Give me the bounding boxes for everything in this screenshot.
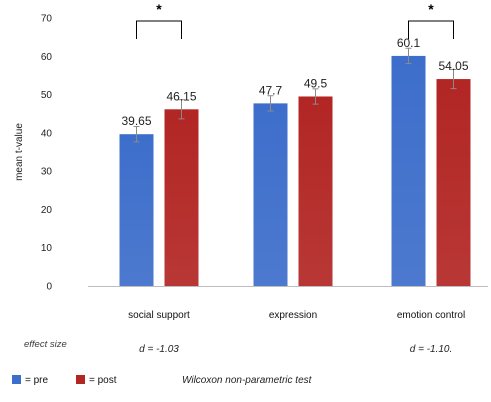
y-tick-label: 40 xyxy=(41,128,53,139)
legend-swatch xyxy=(76,375,85,384)
y-tick-label: 30 xyxy=(41,167,53,178)
data-label: 39.65 xyxy=(121,114,151,128)
data-label: 46.15 xyxy=(166,89,196,103)
y-tick-label: 70 xyxy=(41,14,53,25)
error-bars-group xyxy=(133,47,457,143)
effect-size-title: effect size xyxy=(24,339,67,350)
data-label: 49.5 xyxy=(304,76,328,90)
bar-pre-0 xyxy=(119,134,154,286)
bars-group xyxy=(119,55,471,287)
legend-label: = pre xyxy=(25,375,49,386)
significance-marker: * xyxy=(428,1,434,17)
effect-size-values-group: d = -1.03 d = -1.10. xyxy=(139,344,452,355)
legend-label: = post xyxy=(89,375,117,386)
y-tick-label: 20 xyxy=(41,205,53,216)
significance-group: * * xyxy=(136,1,454,39)
y-tick-label: 10 xyxy=(41,243,53,254)
bar-pre-2 xyxy=(391,55,426,286)
category-label: expression xyxy=(269,310,317,321)
bar-post-0 xyxy=(164,109,199,286)
data-label: 60.1 xyxy=(397,36,421,50)
significance-bracket xyxy=(136,20,182,39)
data-labels-group: 39.65 46.15 47.7 49.5 60.1 54.05 xyxy=(121,36,468,128)
category-label: social support xyxy=(128,310,190,321)
bar-post-2 xyxy=(436,79,471,287)
y-axis-ticks: 0 10 20 30 40 50 60 70 xyxy=(41,14,53,293)
bar-pre-1 xyxy=(253,103,288,287)
y-tick-label: 50 xyxy=(41,90,53,101)
y-tick-label: 60 xyxy=(41,52,53,63)
bar-post-1 xyxy=(298,96,333,286)
data-label: 54.05 xyxy=(438,59,468,73)
test-note: Wilcoxon non-parametric test xyxy=(182,375,313,386)
legend-swatch xyxy=(12,375,21,384)
y-tick-label: 0 xyxy=(46,282,52,293)
category-label: emotion control xyxy=(397,310,465,321)
significance-bracket xyxy=(408,20,454,39)
data-label: 47.7 xyxy=(259,83,283,97)
legend: = pre = post xyxy=(12,375,117,386)
effect-size-value: d = -1.10. xyxy=(410,344,453,355)
effect-size-value: d = -1.03 xyxy=(139,344,179,355)
category-labels-group: social support expression emotion control xyxy=(128,310,465,321)
y-axis-title: mean t-value xyxy=(14,123,25,181)
significance-marker: * xyxy=(156,1,162,17)
